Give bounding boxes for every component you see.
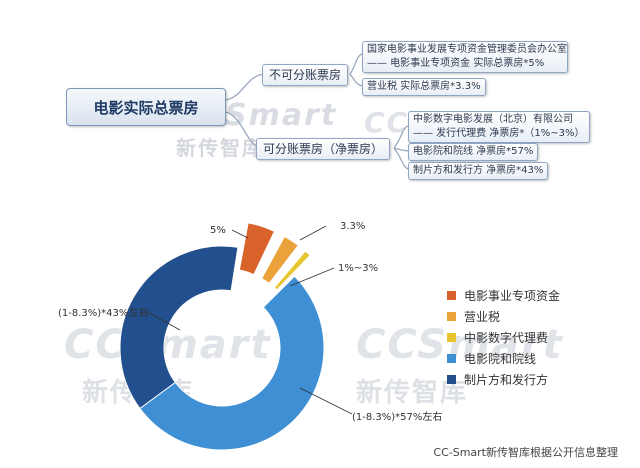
branch-a-item-business-tax: 营业税 实际总票房*3.3% [362,78,486,96]
leader-special-fund [231,229,249,239]
legend-item: 电影院和院线 [447,349,536,367]
legend-label: 电影事业专项资金 [464,288,561,303]
legend-swatch [447,353,456,363]
leader-cinemas [299,387,353,415]
branch-b-item-cinemas: 电影院和院线 净票房*57% [408,143,539,161]
leader-business-tax [299,225,327,241]
legend-label: 电影院和院线 [464,351,537,366]
legend-swatch [447,374,456,384]
source-footer: CC-Smart新传智库根据公开信息整理 [433,446,618,459]
branch-non-split-box: 不可分账票房 [262,64,349,86]
branch-a-item1-line2: —— 电影事业专项资金 实际总票房*5% [367,58,545,69]
legend-item: 营业税 [447,307,500,325]
legend-label: 制片方和发行方 [464,372,549,387]
leader-digital-agency [289,267,335,287]
chart-legend: 电影事业专项资金 营业税 中影数字代理费 电影院和院线 制片方和发行方 [447,286,627,398]
root-node: 电影实际总票房 [66,88,226,126]
label-special-fund: 5% [210,225,226,236]
donut-slice-0 [238,222,276,276]
legend-item: 电影事业专项资金 [447,286,560,304]
label-business-tax: 3.3% [340,221,366,232]
legend-label: 中影数字代理费 [464,330,549,345]
leader-producers [143,309,181,331]
branch-b-item-digital-agency: 中影数字电影发展（北京）有限公司 —— 发行代理费 净票房*（1%~3%） [408,111,590,143]
branch-b-item-producers: 制片方和发行方 净票房*43% [408,162,549,180]
branch-b-item1-line1: 中影数字电影发展（北京）有限公司 [413,114,573,125]
label-cinemas: (1-8.3%)*57%左右 [352,412,443,423]
legend-swatch [447,332,456,342]
branch-b-item1-line2: —— 发行代理费 净票房*（1%~3%） [413,128,585,139]
legend-swatch [447,290,456,300]
legend-item: 中影数字代理费 [447,328,548,346]
branch-split-box: 可分账票房（净票房） [256,138,391,160]
legend-item: 制片方和发行方 [447,370,548,388]
legend-label: 营业税 [464,309,501,324]
donut-chart [119,222,353,451]
donut-slice-1 [260,235,300,285]
label-producers: (1-8.3%)*43%左右 [58,308,149,319]
branch-a-item1-line1: 国家电影事业发展专项资金管理委员会办公室 [367,44,567,55]
donut-slice-3 [139,275,325,451]
branch-a-item-special-fund: 国家电影事业发展专项资金管理委员会办公室 —— 电影事业专项资金 实际总票房*5… [362,41,568,73]
label-digital-agency: 1%~3% [338,263,379,274]
donut-slice-4 [119,245,239,410]
donut-slice-2 [273,250,311,291]
legend-swatch [447,311,456,321]
